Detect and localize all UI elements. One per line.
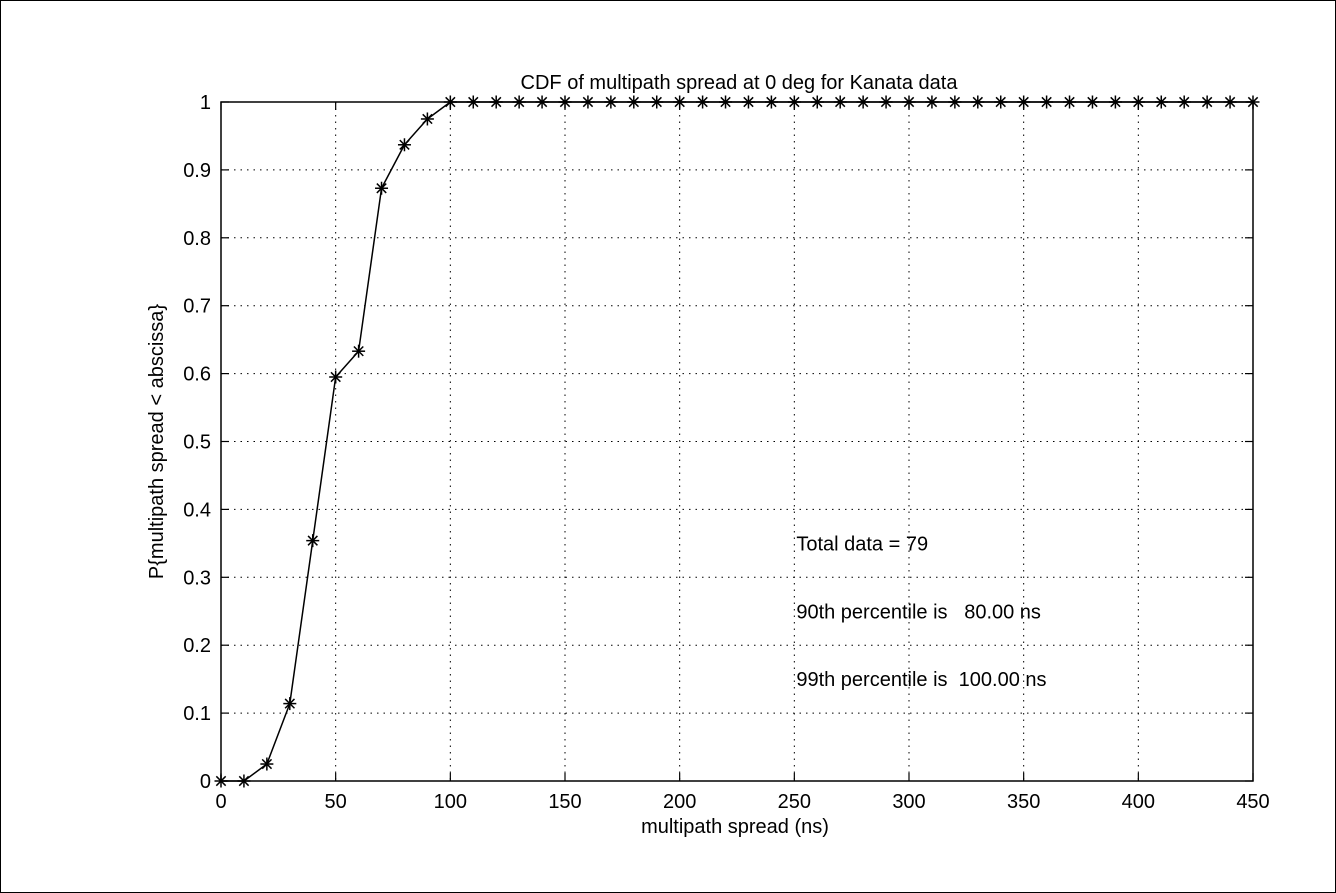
x-tick-label: 400 bbox=[1122, 791, 1155, 813]
data-point bbox=[1040, 95, 1054, 109]
y-tick-label: 0.5 bbox=[183, 432, 211, 454]
y-tick-label: 0.9 bbox=[183, 160, 211, 182]
data-point bbox=[673, 95, 687, 109]
data-point bbox=[833, 95, 847, 109]
y-tick-label: 0.8 bbox=[183, 228, 211, 250]
data-point bbox=[925, 95, 939, 109]
annotation-text: 99th percentile is 100.00 ns bbox=[796, 669, 1046, 691]
data-point bbox=[397, 138, 411, 152]
data-point bbox=[1017, 95, 1031, 109]
y-tick-label: 0.1 bbox=[183, 703, 211, 725]
annotation-text: Total data = 79 bbox=[796, 533, 928, 555]
data-point bbox=[1223, 95, 1237, 109]
data-point bbox=[260, 757, 274, 771]
data-point bbox=[329, 370, 343, 384]
x-tick-label: 450 bbox=[1236, 791, 1269, 813]
x-axis-label: multipath spread (ns) bbox=[641, 816, 829, 838]
x-tick-label: 350 bbox=[1007, 791, 1040, 813]
data-point bbox=[902, 95, 916, 109]
data-point bbox=[810, 95, 824, 109]
y-axis-label: P{multipath spread < abscissa} bbox=[146, 304, 168, 579]
data-point bbox=[1246, 95, 1260, 109]
x-tick-label: 150 bbox=[548, 791, 581, 813]
data-point bbox=[627, 95, 641, 109]
data-point bbox=[971, 95, 985, 109]
y-tick-label: 0 bbox=[200, 771, 211, 793]
data-point bbox=[466, 95, 480, 109]
y-tick-label: 1 bbox=[200, 92, 211, 114]
data-point bbox=[719, 95, 733, 109]
data-point bbox=[1085, 95, 1099, 109]
x-tick-label: 100 bbox=[434, 791, 467, 813]
data-point bbox=[558, 95, 572, 109]
data-point bbox=[283, 697, 297, 711]
data-point bbox=[741, 95, 755, 109]
y-tick-label: 0.6 bbox=[183, 364, 211, 386]
data-point bbox=[375, 181, 389, 195]
data-point bbox=[1154, 95, 1168, 109]
data-point bbox=[764, 95, 778, 109]
data-point bbox=[856, 95, 870, 109]
series-layer bbox=[214, 95, 1260, 788]
data-point bbox=[1131, 95, 1145, 109]
data-point bbox=[420, 112, 434, 126]
data-point bbox=[489, 95, 503, 109]
y-tick-label: 0.7 bbox=[183, 296, 211, 318]
data-point bbox=[535, 95, 549, 109]
x-tick-label: 50 bbox=[325, 791, 347, 813]
data-point bbox=[1200, 95, 1214, 109]
data-point bbox=[650, 95, 664, 109]
data-point bbox=[948, 95, 962, 109]
data-point bbox=[581, 95, 595, 109]
x-tick-label: 200 bbox=[663, 791, 696, 813]
data-point bbox=[512, 95, 526, 109]
annotation-layer: Total data = 79 90th percentile is 80.00 … bbox=[796, 533, 1046, 691]
y-tick-label: 0.4 bbox=[183, 499, 211, 521]
grid-layer bbox=[221, 102, 1253, 781]
x-tick-label: 250 bbox=[778, 791, 811, 813]
data-point bbox=[879, 95, 893, 109]
x-tick-label: 0 bbox=[215, 791, 226, 813]
data-point bbox=[214, 774, 228, 788]
tick-layer: 0 50 100 150 200 250 300 350 400 450 0 0.1 0.2 0.3 0.4… bbox=[183, 92, 1270, 813]
data-point bbox=[237, 774, 251, 788]
plot-area bbox=[220, 101, 1254, 782]
data-point bbox=[1063, 95, 1077, 109]
annotation-text: 90th percentile is 80.00 ns bbox=[796, 601, 1041, 623]
data-point bbox=[787, 95, 801, 109]
y-tick-label: 0.3 bbox=[183, 567, 211, 589]
data-point bbox=[352, 344, 366, 358]
chart-title: CDF of multipath spread at 0 deg for Kan… bbox=[521, 72, 959, 94]
data-point bbox=[1177, 95, 1191, 109]
data-point bbox=[306, 534, 320, 548]
y-tick-label: 0.2 bbox=[183, 635, 211, 657]
data-point bbox=[994, 95, 1008, 109]
x-tick-label: 300 bbox=[892, 791, 925, 813]
data-point bbox=[1108, 95, 1122, 109]
data-point bbox=[604, 95, 618, 109]
data-point bbox=[443, 95, 457, 109]
data-point bbox=[696, 95, 710, 109]
series-line bbox=[221, 101, 1253, 782]
